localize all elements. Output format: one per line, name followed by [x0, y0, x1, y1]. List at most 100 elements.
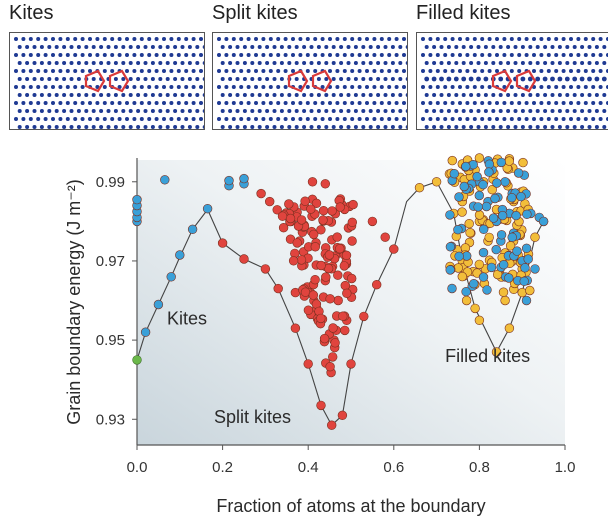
kite-point [446, 242, 455, 251]
split-kite-point [311, 275, 320, 284]
split-kite-point [316, 314, 325, 323]
split-kite-point [309, 291, 318, 300]
y-axis-title: Grain boundary energy (J m⁻²) [64, 179, 84, 425]
kite-point [475, 191, 484, 200]
kite-point [167, 272, 176, 281]
y-tick-label: 0.97 [96, 253, 125, 270]
filled-kite-point [471, 304, 480, 313]
kite-point [141, 328, 150, 337]
filled-kite-point [465, 219, 474, 228]
split-kite-point [359, 312, 368, 321]
kite-point [485, 168, 494, 177]
kite-point [483, 286, 492, 295]
split-kite-point [265, 197, 274, 206]
kite-point [499, 260, 508, 269]
filled-kite-point [485, 233, 494, 242]
kite-point [133, 195, 142, 204]
filled-kite-point [462, 296, 471, 305]
split-kite-point [389, 245, 398, 254]
kite-point [482, 202, 491, 211]
annotation-label: Split kites [214, 407, 291, 427]
kite-point [160, 175, 169, 184]
kite-point [455, 193, 464, 202]
filled-kite-point [525, 286, 534, 295]
split-kite-point [317, 261, 326, 270]
split-kite-point [297, 216, 306, 225]
filled-kite-point [505, 324, 514, 333]
split-kite-point [317, 401, 326, 410]
filled-kite-point [458, 208, 467, 217]
split-kite-point [321, 273, 330, 282]
split-kite-point [306, 205, 315, 214]
kite-point [504, 274, 513, 283]
y-tick-label: 0.99 [96, 174, 125, 191]
filled-kite-point [475, 211, 484, 220]
filled-kite-point [458, 272, 467, 281]
x-axis-title: Fraction of atoms at the boundary [216, 496, 485, 516]
kite-point [512, 211, 521, 220]
kite-point [479, 248, 488, 257]
annotation-label: Kites [167, 308, 207, 328]
split-kite-point [347, 274, 356, 283]
split-kite-point [325, 251, 334, 260]
kite-point [514, 169, 523, 178]
kite-point [461, 162, 470, 171]
split-kite-point [326, 294, 335, 303]
split-kite-point [340, 262, 349, 271]
filled-kite-point [505, 157, 514, 166]
split-kite-point [348, 237, 357, 246]
filled-kite-point [531, 233, 540, 242]
split-kite-point [327, 421, 336, 430]
split-kite-point [368, 217, 377, 226]
split-kite-point [240, 255, 249, 264]
filled-kite-point [466, 228, 475, 237]
split-kite-point [347, 360, 356, 369]
kite-point [479, 180, 488, 189]
kite-point [522, 296, 531, 305]
split-kite-point [320, 334, 329, 343]
kite-point [513, 247, 522, 256]
kite-point [521, 263, 530, 272]
kite-point [523, 210, 532, 219]
split-kite-point [297, 256, 306, 265]
x-tick-label: 1.0 [555, 459, 576, 476]
split-kite-point [340, 326, 349, 335]
kite-point [501, 177, 510, 186]
kite-point [491, 194, 500, 203]
filled-kite-point [475, 316, 484, 325]
split-kite-point [286, 214, 295, 223]
kite-point [225, 176, 234, 185]
split-kite-point [304, 360, 313, 369]
annotation-label: Filled kites [445, 346, 530, 366]
kite-point [455, 252, 464, 261]
kite-point [474, 203, 483, 212]
split-kite-point [381, 233, 390, 242]
split-kite-point [348, 218, 357, 227]
kite-point [446, 211, 455, 220]
x-tick-label: 0.0 [127, 459, 148, 476]
split-kite-point [289, 256, 298, 265]
kite-point [489, 214, 498, 223]
kite-point [446, 266, 455, 275]
split-kite-point [274, 284, 283, 293]
kite-point [460, 182, 469, 191]
split-kite-point [301, 288, 310, 297]
split-kite-point [319, 206, 328, 215]
split-kite-point [334, 296, 343, 305]
split-kite-point [326, 362, 335, 371]
split-kite-point [341, 281, 350, 290]
filled-kite-point [432, 177, 441, 186]
filled-kite-point [475, 154, 484, 163]
split-kite-point [304, 306, 313, 315]
kite-point [508, 233, 517, 242]
kite-point [497, 230, 506, 239]
filled-kite-point [454, 264, 463, 273]
split-kite-point [342, 251, 351, 260]
kite-point [497, 158, 506, 167]
kite-point [524, 255, 533, 264]
split-kite-point [321, 179, 330, 188]
kite-point [507, 193, 516, 202]
kite-point [203, 204, 212, 213]
filled-kite-point [475, 260, 484, 269]
